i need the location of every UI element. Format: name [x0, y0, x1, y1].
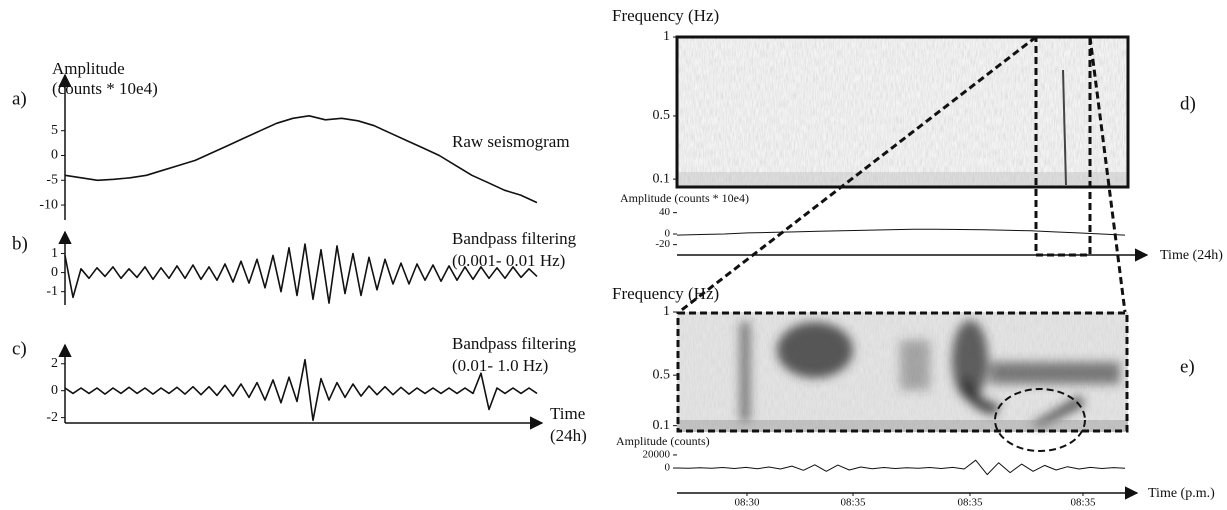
- x-axis-label: Time (24h): [1160, 248, 1223, 263]
- y-axis-label: (counts * 10e4): [52, 79, 158, 98]
- y-tick-label: 0.5: [653, 108, 671, 123]
- y-tick-label: 1: [663, 29, 670, 44]
- panel-label: c): [12, 338, 27, 359]
- x-tick-label: 08:35: [840, 497, 866, 509]
- x-axis-label: Time (p.m.): [1148, 486, 1215, 501]
- y-tick-label: 0: [51, 265, 58, 280]
- y-axis-label: Amplitude (counts): [616, 434, 710, 448]
- signal-line: [676, 459, 1126, 476]
- y-tick-label: 0.1: [653, 171, 671, 186]
- panel-label: a): [12, 88, 27, 109]
- signal-line: [64, 358, 538, 422]
- y-tick-label: 20000: [643, 448, 671, 460]
- y-tick-label: 0.1: [653, 418, 671, 433]
- x-axis-label: (24h): [550, 426, 587, 445]
- annotation: Raw seismogram: [452, 132, 570, 151]
- y-axis-label: Amplitude (counts * 10e4): [620, 191, 749, 205]
- y-tick-label: 1: [663, 304, 670, 319]
- signal-line: [64, 115, 538, 204]
- y-axis-label: Frequency (Hz): [612, 284, 719, 303]
- y-tick-label: 0: [51, 148, 58, 163]
- panel-label: e): [1180, 356, 1195, 377]
- annotation: (0.01- 1.0 Hz): [452, 356, 548, 375]
- annotation: Bandpass filtering: [452, 334, 577, 353]
- y-tick-label: 0: [51, 383, 58, 398]
- y-tick-label: -1: [46, 284, 58, 299]
- x-tick-label: 08:30: [734, 497, 760, 509]
- y-tick-label: 40: [659, 206, 671, 218]
- y-tick-label: -10: [39, 197, 58, 212]
- annotation: (0.001- 0.01 Hz): [452, 251, 565, 270]
- x-tick-label: 08:35: [1070, 497, 1096, 509]
- spectrogram-e-texture: [677, 312, 1128, 432]
- signal-line: [64, 243, 538, 304]
- y-axis-label: Amplitude: [52, 59, 125, 78]
- panel-label: b): [12, 233, 28, 254]
- y-tick-label: -2: [46, 410, 58, 425]
- y-tick-label: 1: [51, 246, 58, 261]
- y-tick-label: -5: [46, 172, 58, 187]
- y-tick-label: 2: [51, 356, 58, 371]
- panel-label: d): [1180, 93, 1196, 114]
- spectrogram-d-texture: [677, 37, 1128, 187]
- y-axis-label: Frequency (Hz): [612, 6, 719, 25]
- y-tick-label: 0: [665, 228, 671, 240]
- y-tick-label: 0: [665, 462, 671, 474]
- y-tick-label: 0.5: [653, 367, 671, 382]
- y-tick-label: 5: [51, 123, 58, 138]
- annotation: Bandpass filtering: [452, 229, 577, 248]
- y-tick-label: -20: [655, 238, 670, 250]
- x-tick-label: 08:35: [957, 497, 983, 509]
- x-axis-label: Time: [550, 404, 585, 423]
- spectrogram-d-frame: [675, 35, 1130, 189]
- signal-line: [676, 228, 1126, 236]
